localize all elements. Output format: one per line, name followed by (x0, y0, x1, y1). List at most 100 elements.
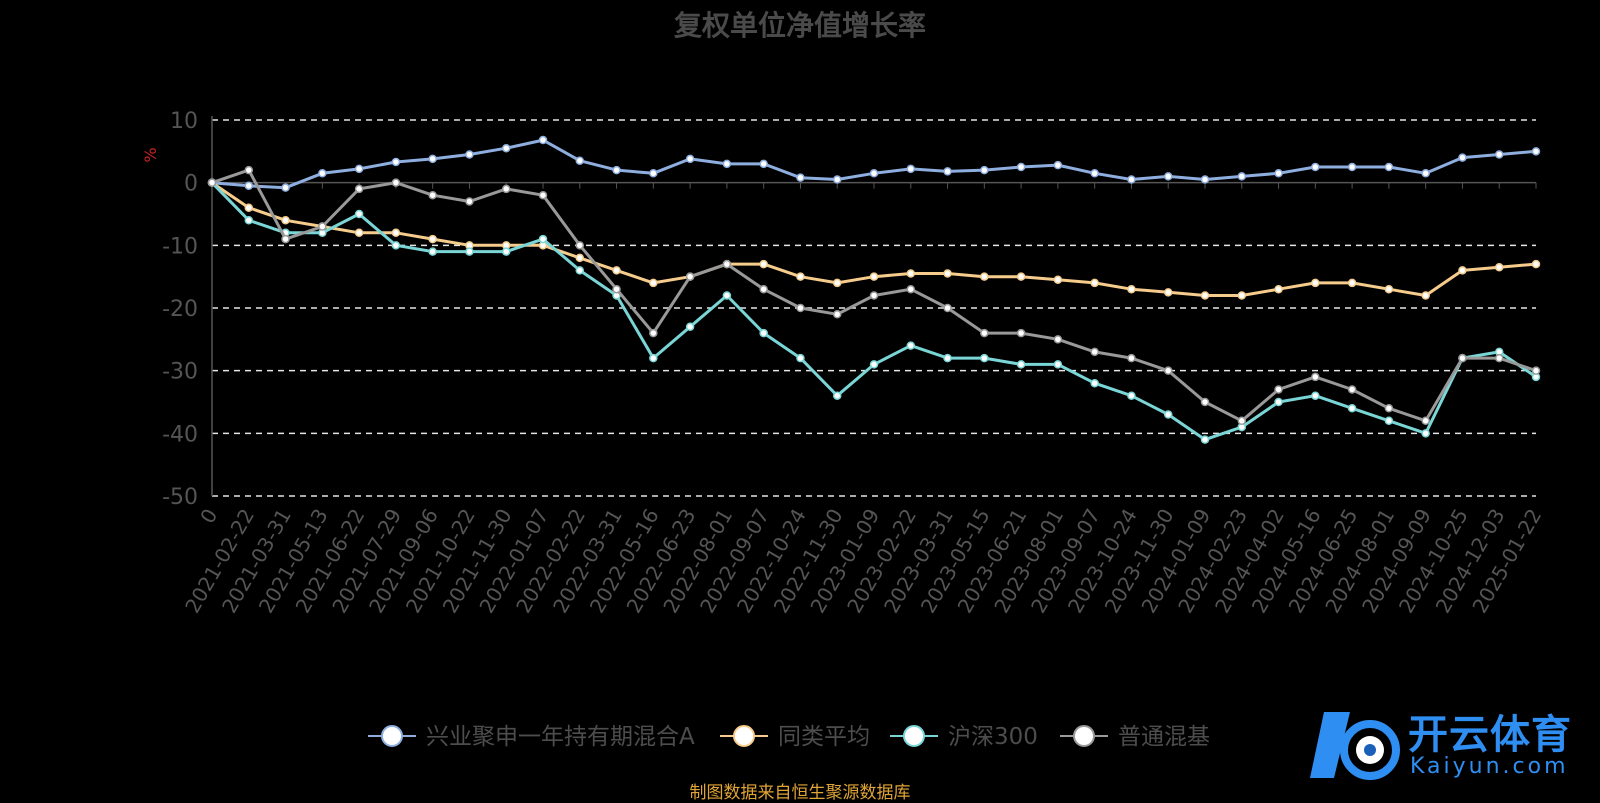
series-point-0 (575, 156, 585, 165)
series-point-0 (428, 154, 437, 164)
series-point-3 (1384, 404, 1394, 413)
legend-marker-icon (733, 725, 755, 747)
y-tick-label: 10 (170, 109, 198, 134)
series-point-0 (501, 143, 511, 153)
watermark-logo: 开云体育 Kaiyun.com (1310, 698, 1600, 790)
series-point-3 (1127, 353, 1136, 363)
watermark-text-en: Kaiyun.com (1410, 754, 1569, 779)
series-point-3 (281, 234, 290, 244)
series-point-1 (1016, 272, 1026, 281)
series-point-2 (1274, 397, 1283, 407)
series-point-0 (685, 154, 695, 164)
series-point-1 (649, 278, 658, 288)
series-point-0 (649, 169, 658, 178)
series-point-3 (906, 284, 916, 294)
series-point-2 (1163, 410, 1173, 419)
series-point-2 (1127, 391, 1136, 400)
series-point-0 (1090, 169, 1099, 178)
series-point-2 (685, 322, 695, 332)
series-point-2 (1311, 391, 1320, 400)
series-point-1 (1531, 259, 1541, 269)
series-point-0 (538, 135, 548, 145)
series-point-3 (649, 328, 658, 338)
series-point-0 (796, 173, 805, 182)
series-point-3 (391, 178, 401, 187)
series-point-1 (1200, 291, 1210, 300)
series-point-1 (832, 278, 842, 288)
series-point-3 (575, 241, 585, 250)
series-point-0 (1200, 175, 1210, 184)
series-point-0 (465, 150, 474, 159)
series-point-0 (391, 157, 401, 167)
series-point-3 (1016, 328, 1026, 338)
series-line-0 (211, 138, 1537, 190)
series-point-3 (1311, 372, 1320, 382)
series-point-2 (575, 266, 585, 275)
series-point-0 (281, 183, 290, 192)
series-point-3 (1237, 416, 1247, 426)
series-point-3 (869, 291, 879, 300)
legend-label: 沪深300 (948, 724, 1038, 750)
series-point-2 (244, 216, 254, 225)
series-point-3 (1458, 353, 1467, 363)
series-point-1 (980, 272, 989, 281)
series-point-0 (943, 167, 952, 176)
series-point-3 (207, 178, 217, 187)
source-note: 制图数据来自恒生聚源数据库 (689, 783, 911, 803)
series-point-1 (1421, 291, 1430, 300)
series-point-3 (244, 165, 254, 175)
series-point-3 (685, 272, 695, 281)
legend-label: 普通混基 (1118, 724, 1210, 750)
series-point-3 (1274, 385, 1283, 394)
series-point-3 (943, 303, 952, 313)
series-point-0 (318, 169, 327, 178)
chart-title: 复权单位净值增长率 (673, 9, 926, 42)
series-point-2 (869, 360, 879, 369)
series-point-1 (1090, 278, 1099, 288)
series-point-1 (1458, 266, 1467, 275)
series-point-3 (722, 259, 732, 269)
series-point-1 (759, 259, 768, 269)
series-point-1 (1494, 263, 1504, 272)
series-line-2 (210, 181, 1537, 442)
y-tick-label: -30 (162, 360, 198, 385)
series-point-0 (1274, 169, 1283, 178)
series-point-1 (1274, 284, 1283, 294)
series-point-2 (1384, 416, 1394, 426)
series-point-3 (428, 190, 437, 200)
series-point-2 (1053, 360, 1063, 369)
series-point-2 (1347, 404, 1357, 413)
series-point-1 (1384, 284, 1394, 294)
series-point-3 (1347, 385, 1357, 394)
series-point-0 (869, 169, 879, 178)
series-point-1 (575, 253, 585, 263)
series-point-2 (1421, 429, 1430, 438)
series-point-0 (906, 164, 916, 174)
series-point-2 (354, 209, 364, 219)
series-point-1 (244, 203, 254, 212)
series-point-0 (1347, 162, 1357, 172)
series-point-1 (869, 272, 879, 281)
series-point-1 (1127, 284, 1136, 294)
series-point-0 (1384, 162, 1394, 172)
series-point-0 (1163, 172, 1173, 181)
series-point-3 (612, 284, 621, 294)
y-axis-label: % (141, 147, 160, 162)
series-point-0 (612, 165, 621, 175)
x-tick-label: 0 (195, 505, 222, 528)
series-point-0 (722, 159, 732, 169)
series-point-1 (1237, 291, 1247, 300)
series-point-2 (501, 247, 511, 256)
series-point-3 (538, 190, 548, 200)
series-point-1 (612, 266, 621, 275)
y-tick-label: -10 (162, 234, 198, 259)
series-point-3 (980, 328, 989, 338)
series-point-3 (1090, 347, 1099, 357)
series-point-2 (759, 328, 768, 338)
series-point-2 (1200, 435, 1210, 444)
series-point-2 (980, 353, 989, 363)
series-point-2 (906, 341, 916, 350)
series-point-0 (1053, 160, 1063, 170)
series-point-0 (354, 164, 364, 174)
